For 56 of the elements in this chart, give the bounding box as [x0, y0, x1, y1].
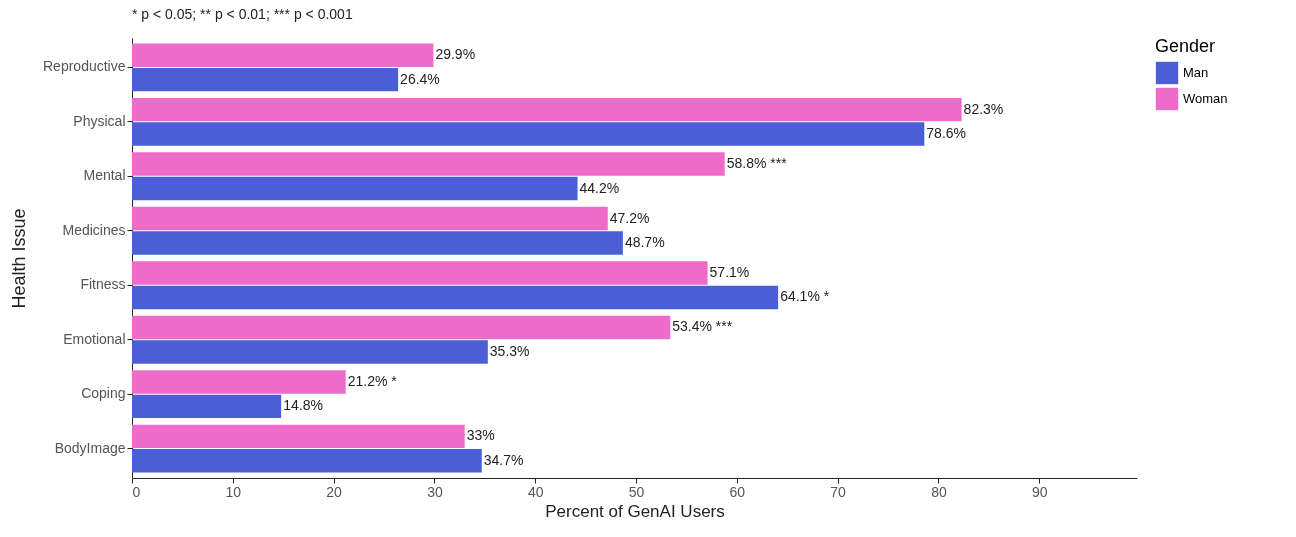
legend-label: Man [1183, 65, 1209, 80]
data-label: 82.3% [963, 100, 1004, 117]
data-label: 47.2% [609, 209, 650, 226]
data-label: 78.6% [926, 125, 967, 142]
bar [132, 67, 399, 92]
bar [132, 315, 671, 340]
data-label: 29.9% [435, 46, 476, 63]
y-tick-label: Emotional [63, 330, 126, 347]
data-label: 48.7% [624, 234, 665, 250]
bar [132, 394, 282, 419]
y-tick-label: Physical [73, 112, 126, 129]
data-label: 57.1% [709, 264, 750, 280]
x-axis-title: Percent of GenAI Users [545, 501, 725, 521]
x-tick-label: 50 [628, 483, 645, 500]
x-tick-label: 40 [527, 483, 544, 500]
y-tick-label: Mental [83, 167, 126, 184]
y-axis-title: Health Issue [9, 208, 30, 309]
bar [132, 231, 623, 255]
legend-label: Woman [1183, 91, 1228, 106]
legend-title: Gender [1155, 36, 1216, 56]
bar [132, 370, 346, 394]
data-label: 64.1% * [780, 288, 830, 305]
data-label: 33% [466, 427, 495, 444]
y-tick-label: BodyImage [54, 439, 126, 456]
bar [132, 285, 779, 310]
data-label: 34.7% [483, 451, 524, 468]
data-label: 53.4% *** [672, 318, 733, 335]
x-tick-label: 20 [326, 483, 343, 500]
x-tick-label: 90 [1031, 483, 1048, 500]
bar [132, 340, 488, 364]
bar [132, 261, 708, 285]
data-label: 44.2% [579, 179, 620, 196]
y-tick-label: Fitness [80, 276, 126, 293]
data-label: 14.8% [283, 397, 323, 414]
x-tick-label: 80 [931, 483, 947, 500]
data-label: 26.4% [400, 70, 440, 87]
bar [132, 206, 608, 231]
x-tick-label: 60 [729, 483, 746, 500]
y-tick-label: Coping [81, 385, 126, 402]
x-tick-label: 30 [427, 483, 443, 500]
data-label: 58.8% *** [726, 155, 788, 172]
x-tick-label: 70 [830, 483, 847, 500]
y-tick-label: Reproductive [43, 58, 126, 75]
data-label: 21.2% * [347, 372, 398, 389]
bar [132, 152, 725, 176]
bar [132, 176, 578, 201]
chart-title: * p < 0.05; ** p < 0.01; *** p < 0.001 [132, 6, 353, 22]
bar [132, 122, 925, 146]
bar [132, 449, 482, 473]
bar [132, 97, 962, 122]
data-label: 35.3% [489, 342, 530, 359]
x-tick-label: 10 [225, 483, 242, 500]
bar [132, 43, 434, 67]
bar [132, 424, 465, 449]
x-tick-label: 0 [132, 483, 141, 500]
y-tick-label: Medicines [62, 221, 126, 238]
